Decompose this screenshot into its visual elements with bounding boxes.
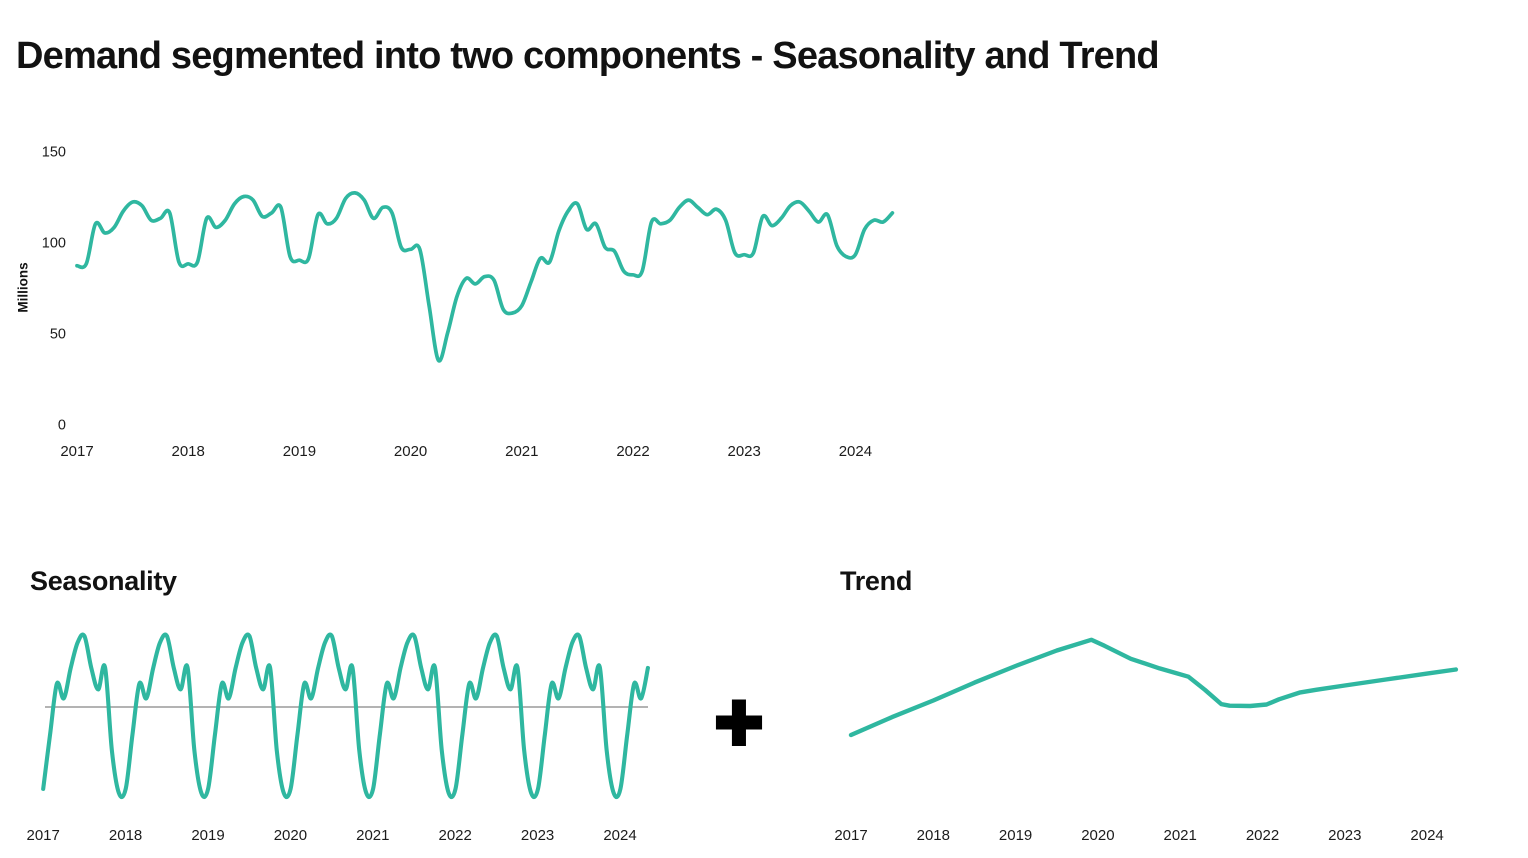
axis-tick-label: 2018 [917, 827, 950, 844]
demand-y-axis-label: Millions [15, 262, 31, 313]
axis-tick-label: 2021 [356, 827, 389, 844]
axis-tick-label: 2018 [172, 443, 205, 460]
page-title: Demand segmented into two components - S… [16, 35, 1160, 78]
axis-tick-label: 2024 [603, 827, 636, 844]
seasonality-line [41, 632, 650, 799]
axis-tick-label: 2024 [839, 443, 872, 460]
axis-tick-label: 2022 [616, 443, 649, 460]
axis-tick-label: 2020 [394, 443, 427, 460]
axis-tick-label: 2019 [191, 827, 224, 844]
axis-tick-label: 2017 [27, 827, 60, 844]
plus-sign: + [699, 677, 779, 768]
axis-tick-label: 2020 [274, 827, 307, 844]
axis-tick-label: 2020 [1081, 827, 1114, 844]
axis-tick-label: 2021 [505, 443, 538, 460]
axis-tick-label: 2022 [439, 827, 472, 844]
seasonality-chart-title: Seasonality [30, 566, 177, 596]
plus-glyph: + [713, 677, 766, 768]
axis-tick-label: 2017 [834, 827, 867, 844]
axis-tick-label: 50 [50, 327, 66, 343]
demand-line [75, 191, 895, 363]
axis-tick-label: 2023 [1328, 827, 1361, 844]
axis-tick-label: 150 [42, 145, 66, 161]
axis-tick-label: 2023 [728, 443, 761, 460]
trend-chart-title: Trend [840, 566, 913, 596]
axis-tick-label: 2022 [1246, 827, 1279, 844]
trend-line [848, 637, 1459, 738]
axis-tick-label: 2018 [109, 827, 142, 844]
axis-tick-label: 2023 [521, 827, 554, 844]
axis-tick-label: 2017 [60, 443, 93, 460]
axis-tick-label: 0 [58, 418, 66, 434]
axis-tick-label: 100 [42, 236, 66, 252]
axis-tick-label: 2021 [1164, 827, 1197, 844]
axis-tick-label: 2024 [1410, 827, 1443, 844]
axis-tick-label: 2019 [283, 443, 316, 460]
axis-tick-label: 2019 [999, 827, 1032, 844]
